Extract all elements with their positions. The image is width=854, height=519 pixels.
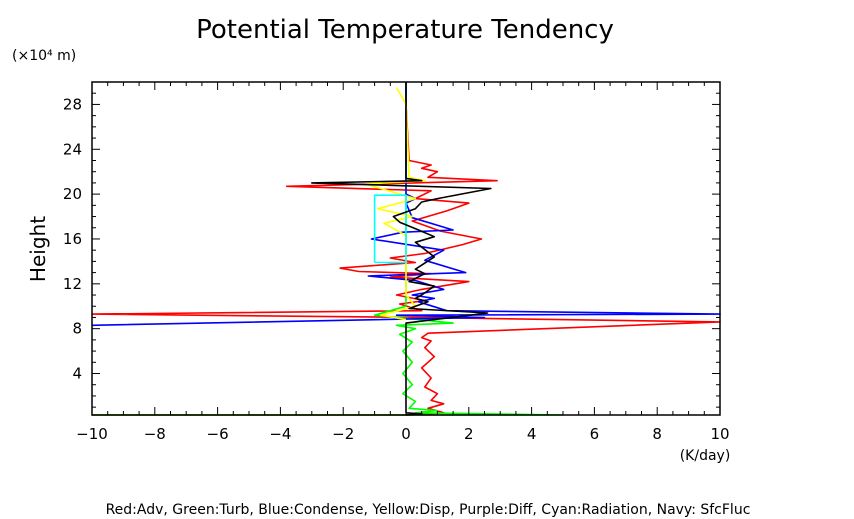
x-tick-label: 10 xyxy=(710,425,729,443)
series-line-5 xyxy=(310,82,492,416)
series-layer xyxy=(91,82,721,416)
y-tick-label: 4 xyxy=(72,365,82,383)
y-unit-label: (×10⁴ m) xyxy=(12,48,76,64)
plot-frame xyxy=(91,81,721,416)
series-line-2 xyxy=(91,82,721,327)
series-line-1 xyxy=(92,82,564,416)
x-tick-label: 8 xyxy=(652,425,662,443)
x-tick-label: −2 xyxy=(332,425,354,443)
x-tick-label: 0 xyxy=(401,425,411,443)
x-tick-label: 6 xyxy=(590,425,600,443)
series-line-3 xyxy=(364,87,426,321)
x-tick-label: −8 xyxy=(144,425,166,443)
chart-title: Potential Temperature Tendency xyxy=(196,15,614,45)
x-tick-label: −10 xyxy=(76,425,108,443)
x-tick-label: 2 xyxy=(464,425,474,443)
x-tick-labels: −10 −8 −6 −4 −2 0 2 4 6 8 10 xyxy=(76,425,729,443)
y-tick-label: 20 xyxy=(63,185,82,203)
y-tick-label: 16 xyxy=(63,230,82,248)
y-tick-labels: 4 8 12 16 20 24 28 xyxy=(63,95,82,382)
plot-area xyxy=(91,81,721,416)
y-tick-label: 24 xyxy=(63,140,82,158)
y-tick-label: 8 xyxy=(72,320,82,338)
x-tick-label: −4 xyxy=(269,425,291,443)
legend-caption: Red:Adv, Green:Turb, Blue:Condense, Yell… xyxy=(106,502,751,518)
y-tick-label: 12 xyxy=(63,275,82,293)
y-tick-label: 28 xyxy=(63,95,82,113)
y-axis-label: Height xyxy=(26,216,50,282)
x-tick-label: 4 xyxy=(527,425,537,443)
x-tick-label: −6 xyxy=(207,425,229,443)
series-line-4 xyxy=(373,194,407,264)
x-unit-label: (K/day) xyxy=(680,448,731,464)
